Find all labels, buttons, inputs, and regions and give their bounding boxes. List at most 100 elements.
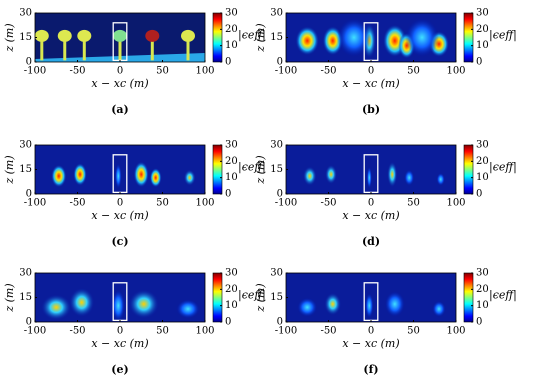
x-axis-label: x − xc (m)	[342, 209, 399, 222]
tree-trunk	[40, 39, 44, 61]
tree-trunk	[82, 39, 86, 61]
intensity-blob	[149, 167, 162, 188]
intensity-blob	[133, 161, 149, 188]
x-tick-label: -50	[69, 326, 85, 337]
colorbar-tick-label: 0	[225, 57, 231, 68]
panel: -100 -50 0 50 100 0 15 30 x − xc (m) z (m) (f) 0 10 2…	[254, 268, 517, 377]
tree-crown	[77, 29, 92, 42]
x-tick-label: 0	[117, 326, 123, 337]
intensity-blob	[404, 169, 415, 186]
intensity-blob	[176, 299, 200, 319]
colorbar-tick-label: 0	[476, 317, 482, 328]
x-axis-label: x − xc (m)	[342, 337, 399, 350]
panel-label: (b)	[362, 103, 380, 116]
panel-label: (d)	[362, 235, 380, 248]
x-tick-label: 100	[446, 326, 465, 337]
y-axis-label: z (m)	[254, 283, 267, 312]
tree-crown	[181, 29, 195, 42]
colorbar-tick-label: 10	[225, 172, 238, 183]
x-tick-label: -100	[275, 326, 297, 337]
x-tick-label: 100	[195, 66, 214, 77]
intensity-blob	[111, 289, 126, 322]
colorbar	[463, 12, 474, 63]
colorbar-label: |ϵeff|	[489, 289, 517, 303]
y-tick-label: 15	[270, 292, 283, 303]
colorbar-tick-label: 20	[476, 284, 489, 295]
intensity-blob	[432, 300, 446, 318]
colorbar-tick-label: 30	[225, 268, 238, 279]
intensity-blob	[69, 287, 95, 318]
intensity-blob	[295, 26, 320, 56]
x-tick-label: -50	[69, 198, 85, 209]
x-tick-label: -100	[24, 326, 46, 337]
x-tick-label: 100	[446, 198, 465, 209]
x-tick-label: -50	[320, 198, 336, 209]
intensity-blob	[303, 166, 317, 186]
panel: -100 -50 0 50 100 0 15 30 x − xc (m) z (m) (e) 0 10 2…	[3, 268, 266, 377]
y-axis-label: z (m)	[3, 23, 16, 52]
x-tick-label: -50	[320, 326, 336, 337]
y-tick-label: 15	[19, 164, 32, 175]
colorbar-tick-label: 30	[476, 268, 489, 279]
intensity-blob	[128, 289, 160, 319]
colorbar-tick-label: 20	[476, 156, 489, 167]
y-axis-label: z (m)	[254, 155, 267, 184]
x-tick-label: -50	[69, 66, 85, 77]
tree-trunk	[186, 39, 190, 61]
colorbar-tick-label: 10	[225, 40, 238, 51]
x-tick-label: 50	[156, 198, 169, 209]
tree-trunk	[63, 39, 67, 61]
colorbar-label: |ϵeff|	[238, 29, 266, 43]
x-tick-label: 50	[407, 66, 420, 77]
colorbar	[212, 12, 223, 63]
x-tick-label: -100	[24, 66, 46, 77]
y-tick-label: 15	[270, 164, 283, 175]
intensity-blob	[73, 162, 87, 186]
y-tick-label: 15	[270, 32, 283, 43]
y-tick-label: 0	[26, 317, 32, 328]
x-tick-label: -100	[24, 198, 46, 209]
panel: -100 -50 0 50 100 0 15 30 x − xc (m) z (m) (c) 0 10 2…	[3, 140, 266, 249]
intensity-blob	[325, 164, 337, 185]
colorbar-label: |ϵeff|	[238, 161, 266, 175]
tree-trunk	[150, 39, 154, 61]
colorbar-tick-label: 0	[225, 317, 231, 328]
x-axis-label: x − xc (m)	[342, 77, 399, 90]
colorbar-tick-label: 20	[225, 156, 238, 167]
panel-label: (e)	[111, 363, 128, 376]
tree-crown	[113, 29, 127, 42]
tree-trunk	[118, 39, 122, 61]
intensity-blob	[324, 292, 342, 316]
x-tick-label: 0	[368, 198, 374, 209]
intensity-blob	[387, 161, 398, 188]
x-axis-label: x − xc (m)	[91, 209, 148, 222]
y-tick-label: 0	[277, 189, 283, 200]
x-tick-label: 50	[407, 326, 420, 337]
colorbar-label: |ϵeff|	[489, 161, 517, 175]
colorbar-tick-label: 0	[476, 189, 482, 200]
x-tick-label: 100	[195, 326, 214, 337]
x-tick-label: 0	[368, 326, 374, 337]
panel-label: (f)	[363, 363, 378, 376]
x-tick-label: 0	[117, 198, 123, 209]
x-tick-label: 50	[156, 66, 169, 77]
intensity-blob	[384, 290, 405, 318]
y-tick-label: 30	[270, 268, 283, 279]
colorbar-tick-label: 10	[225, 300, 238, 311]
y-axis-label: z (m)	[3, 283, 16, 312]
intensity-blob	[183, 169, 196, 186]
x-tick-label: 100	[195, 198, 214, 209]
x-tick-label: 100	[446, 66, 465, 77]
x-tick-label: -100	[275, 198, 297, 209]
colorbar-tick-label: 10	[476, 300, 489, 311]
y-tick-label: 30	[19, 140, 32, 151]
colorbar	[212, 144, 223, 195]
y-tick-label: 15	[19, 32, 32, 43]
y-tick-label: 0	[26, 189, 32, 200]
y-axis-label: z (m)	[254, 23, 267, 52]
x-axis-label: x − xc (m)	[91, 337, 148, 350]
x-axis-label: x − xc (m)	[91, 77, 148, 90]
colorbar-tick-label: 20	[225, 284, 238, 295]
colorbar-tick-label: 0	[225, 189, 231, 200]
colorbar-tick-label: 30	[225, 8, 238, 19]
